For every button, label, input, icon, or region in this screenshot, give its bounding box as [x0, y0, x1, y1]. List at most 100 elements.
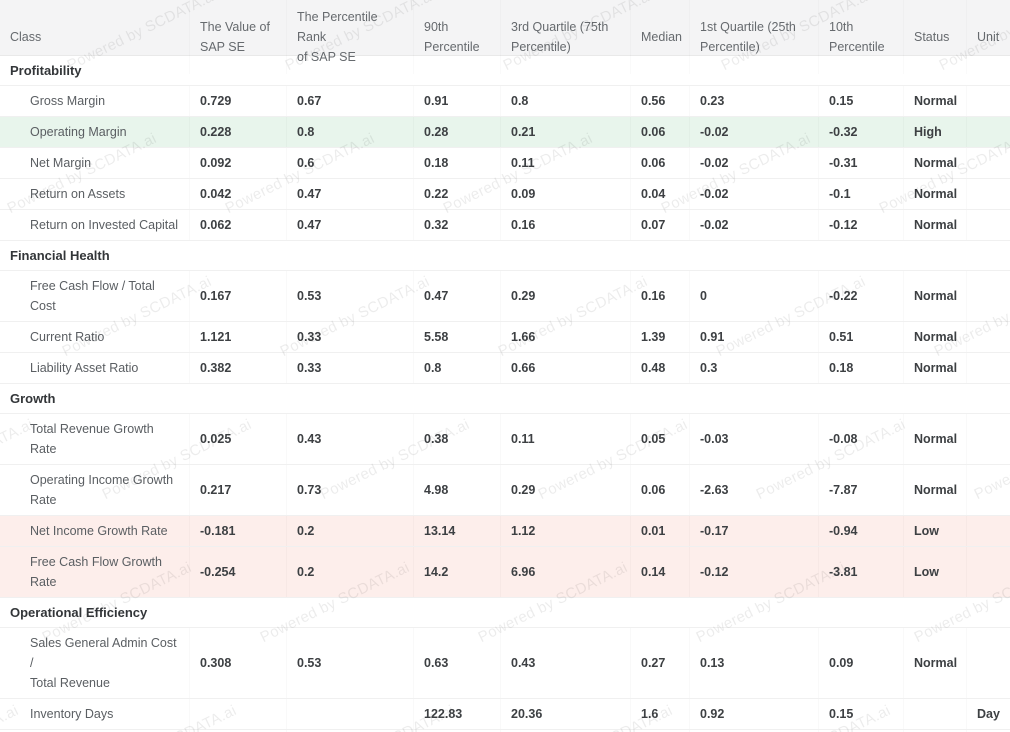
cell-class: Net Margin [0, 148, 190, 178]
cell-status: Low [904, 516, 967, 546]
cell-q1: 0.91 [690, 322, 819, 352]
cell-unit [967, 148, 1010, 178]
table-body: Profitability Gross Margin 0.729 0.67 0.91 0.… [0, 56, 1010, 732]
cell-status: Low [904, 547, 967, 597]
cell-class: Current Ratio [0, 322, 190, 352]
cell-rank: 0.43 [287, 414, 414, 464]
metric-row-net-income-growth-rate: Net Income Growth Rate -0.181 0.2 13.14 1.12… [0, 516, 1010, 547]
section-header-profitability: Profitability [0, 56, 1010, 86]
cell-unit [967, 271, 1010, 321]
section-header-operational-efficiency: Operational Efficiency [0, 598, 1010, 628]
cell-q3: 0.11 [501, 148, 631, 178]
cell-unit [967, 210, 1010, 240]
cell-unit [967, 547, 1010, 597]
cell-rank: 0.53 [287, 271, 414, 321]
cell-p90: 4.98 [414, 465, 501, 515]
cell-p90: 0.28 [414, 117, 501, 147]
section-header-financial-health: Financial Health [0, 241, 1010, 271]
cell-status: Normal [904, 179, 967, 209]
metric-row-sales-general-admin-cost-total-revenue: Sales General Admin Cost / Total Revenue… [0, 628, 1010, 699]
cell-p90: 0.22 [414, 179, 501, 209]
column-header-value: The Value of SAP SE [200, 20, 270, 54]
cell-median: 0.56 [631, 86, 690, 116]
cell-q1: 0.13 [690, 628, 819, 698]
cell-q3: 0.29 [501, 271, 631, 321]
cell-p90: 5.58 [414, 322, 501, 352]
cell-q1: -0.12 [690, 547, 819, 597]
cell-p90: 0.32 [414, 210, 501, 240]
cell-p90: 13.14 [414, 516, 501, 546]
cell-value: 1.121 [190, 322, 287, 352]
cell-q3: 1.12 [501, 516, 631, 546]
column-header-unit: Unit [977, 30, 1000, 44]
section-title: Profitability [10, 63, 82, 78]
cell-p10: -0.94 [819, 516, 904, 546]
cell-q1: -0.02 [690, 210, 819, 240]
cell-status: High [904, 117, 967, 147]
cell-q1: -0.02 [690, 179, 819, 209]
metric-row-operating-margin: Operating Margin 0.228 0.8 0.28 0.21 0.06 -0.0… [0, 117, 1010, 148]
cell-rank: 0.2 [287, 547, 414, 597]
cell-status: Normal [904, 148, 967, 178]
cell-class: Inventory Days [0, 699, 190, 729]
column-header-q1: 1st Quartile (25th Percentile) [700, 20, 796, 54]
section-header-growth: Growth [0, 384, 1010, 414]
cell-class: Total Revenue Growth Rate [0, 414, 190, 464]
cell-rank: 0.67 [287, 86, 414, 116]
metric-row-net-margin: Net Margin 0.092 0.6 0.18 0.11 0.06 -0.02 -0.31… [0, 148, 1010, 179]
metric-row-total-revenue-growth-rate: Total Revenue Growth Rate 0.025 0.43 0.38 0.… [0, 414, 1010, 465]
cell-q1: -0.02 [690, 117, 819, 147]
cell-status: Normal [904, 210, 967, 240]
cell-p90: 0.18 [414, 148, 501, 178]
cell-median: 0.07 [631, 210, 690, 240]
cell-q3: 6.96 [501, 547, 631, 597]
cell-p10: -0.08 [819, 414, 904, 464]
cell-p10: 0.51 [819, 322, 904, 352]
column-header-median: Median [641, 30, 682, 44]
section-title: Operational Efficiency [10, 605, 148, 620]
cell-p10: -0.12 [819, 210, 904, 240]
cell-p90: 0.8 [414, 353, 501, 383]
cell-rank [287, 699, 414, 729]
cell-rank: 0.6 [287, 148, 414, 178]
cell-status: Normal [904, 86, 967, 116]
cell-q1: -0.03 [690, 414, 819, 464]
cell-rank: 0.33 [287, 353, 414, 383]
cell-p90: 0.47 [414, 271, 501, 321]
cell-p10: 0.09 [819, 628, 904, 698]
cell-unit [967, 414, 1010, 464]
cell-q3: 0.09 [501, 179, 631, 209]
metric-row-operating-income-growth-rate: Operating Income Growth Rate 0.217 0.73 4.9… [0, 465, 1010, 516]
cell-unit [967, 179, 1010, 209]
cell-p90: 0.38 [414, 414, 501, 464]
cell-p10: -3.81 [819, 547, 904, 597]
metric-row-liability-asset-ratio: Liability Asset Ratio 0.382 0.33 0.8 0.66 0.4… [0, 353, 1010, 384]
column-header-status: Status [914, 30, 950, 44]
cell-class: Gross Margin [0, 86, 190, 116]
cell-median: 0.01 [631, 516, 690, 546]
cell-median: 0.06 [631, 465, 690, 515]
cell-p10: -7.87 [819, 465, 904, 515]
cell-unit [967, 353, 1010, 383]
cell-q1: 0.3 [690, 353, 819, 383]
cell-median: 0.06 [631, 117, 690, 147]
cell-rank: 0.47 [287, 210, 414, 240]
section-title: Growth [10, 391, 56, 406]
cell-median: 0.14 [631, 547, 690, 597]
cell-q3: 0.21 [501, 117, 631, 147]
cell-class: Liability Asset Ratio [0, 353, 190, 383]
cell-p90: 14.2 [414, 547, 501, 597]
cell-median: 0.06 [631, 148, 690, 178]
cell-value: 0.042 [190, 179, 287, 209]
cell-p90: 0.63 [414, 628, 501, 698]
cell-q3: 20.36 [501, 699, 631, 729]
cell-value: 0.217 [190, 465, 287, 515]
cell-median: 0.27 [631, 628, 690, 698]
metric-row-inventory-days: Inventory Days 122.83 20.36 1.6 0.92 0.15 Day [0, 699, 1010, 730]
metric-row-free-cash-flow-growth-rate: Free Cash Flow Growth Rate -0.254 0.2 14.2 6… [0, 547, 1010, 598]
cell-q1: -0.17 [690, 516, 819, 546]
cell-unit [967, 465, 1010, 515]
table-header-row: Class The Value of SAP SE The Percentile R… [0, 0, 1010, 64]
cell-value: 0.228 [190, 117, 287, 147]
